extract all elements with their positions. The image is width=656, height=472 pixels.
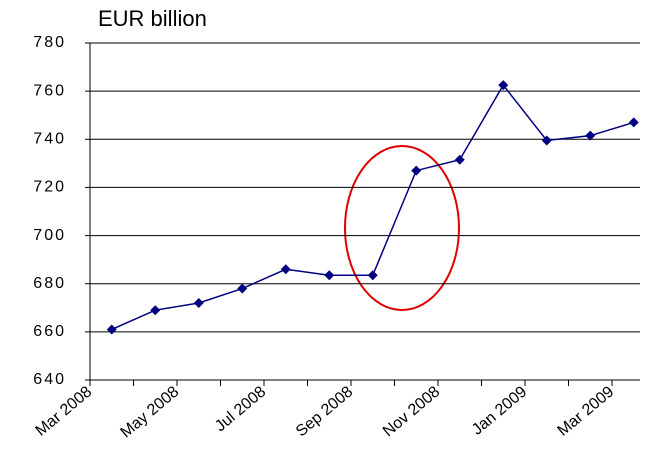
y-tick-label: 700 (33, 227, 66, 244)
line (111, 83, 634, 331)
point-marker (280, 264, 291, 275)
chart-title: EUR billion (98, 6, 207, 31)
y-tick-label: 760 (33, 82, 66, 99)
point-marker (454, 154, 465, 165)
point-marker (193, 297, 204, 308)
x-tick-label: Jul 2008 (212, 383, 269, 435)
y-tick-label: 680 (33, 275, 66, 292)
x-tick-label: Jan 2009 (469, 383, 530, 438)
x-tick-label: Mar 2008 (33, 383, 96, 440)
point-marker (150, 305, 161, 316)
point-marker (541, 135, 552, 146)
y-tick-label: 640 (33, 371, 66, 388)
point-marker (498, 80, 509, 91)
point-marker (628, 117, 639, 128)
point-marker (411, 165, 422, 176)
point-marker (237, 283, 248, 294)
x-tick-label: Sep 2008 (293, 383, 356, 440)
y-tick-label: 660 (33, 323, 66, 340)
y-tick-label: 720 (33, 179, 66, 196)
y-tick-label: 780 (33, 34, 66, 51)
y-tick-label: 740 (33, 131, 66, 148)
point-marker (367, 270, 378, 281)
x-tick-label: Nov 2008 (380, 383, 443, 440)
point-marker (324, 270, 335, 281)
point-marker (106, 324, 117, 335)
point-marker (585, 130, 596, 141)
x-tick-label: Mar 2009 (555, 383, 618, 440)
highlight-ellipse (344, 145, 460, 311)
x-tick-label: May 2008 (118, 383, 183, 441)
